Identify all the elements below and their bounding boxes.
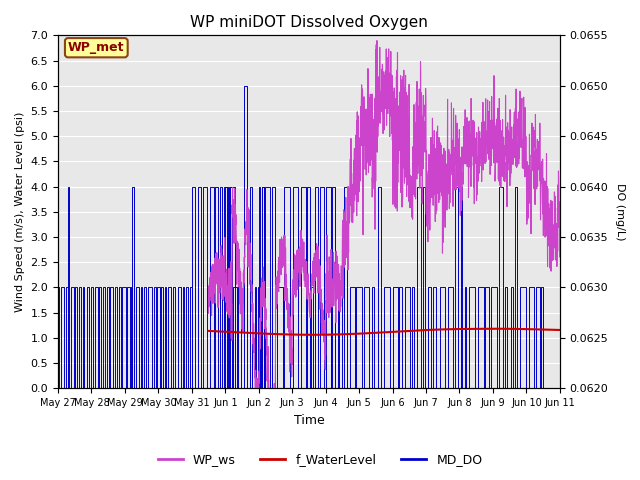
Y-axis label: DO (mg/L): DO (mg/L) [615, 183, 625, 240]
Legend: WP_ws, f_WaterLevel, MD_DO: WP_ws, f_WaterLevel, MD_DO [152, 448, 488, 471]
Y-axis label: Wind Speed (m/s), Water Level (psi): Wind Speed (m/s), Water Level (psi) [15, 112, 25, 312]
Text: WP_met: WP_met [68, 41, 125, 54]
X-axis label: Time: Time [294, 414, 324, 427]
Title: WP miniDOT Dissolved Oxygen: WP miniDOT Dissolved Oxygen [190, 15, 428, 30]
